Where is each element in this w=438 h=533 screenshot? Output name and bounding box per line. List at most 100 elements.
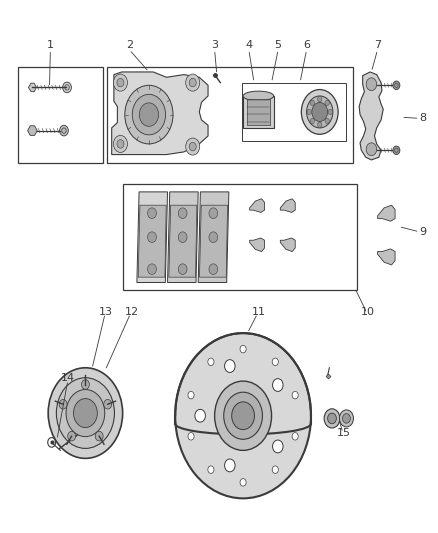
Circle shape — [188, 391, 194, 399]
Circle shape — [188, 433, 194, 440]
Circle shape — [240, 479, 246, 486]
Circle shape — [240, 345, 246, 353]
Circle shape — [301, 90, 338, 134]
Circle shape — [95, 431, 103, 441]
Circle shape — [339, 410, 353, 427]
Circle shape — [125, 85, 173, 144]
Circle shape — [148, 208, 156, 219]
Circle shape — [328, 413, 336, 424]
Circle shape — [312, 102, 328, 122]
Circle shape — [74, 399, 97, 427]
Circle shape — [48, 368, 123, 458]
Circle shape — [272, 440, 283, 453]
Circle shape — [178, 264, 187, 274]
Polygon shape — [28, 126, 37, 135]
Circle shape — [307, 109, 311, 115]
Circle shape — [68, 431, 76, 441]
Circle shape — [325, 118, 329, 124]
Circle shape — [139, 103, 159, 126]
Circle shape — [60, 125, 68, 136]
Text: 7: 7 — [374, 41, 381, 50]
Circle shape — [66, 390, 105, 437]
Polygon shape — [359, 72, 383, 160]
Text: 1: 1 — [47, 41, 54, 50]
Circle shape — [310, 100, 314, 106]
Bar — [243, 96, 274, 128]
Circle shape — [209, 232, 218, 243]
Circle shape — [366, 78, 377, 91]
Polygon shape — [250, 238, 265, 252]
Circle shape — [186, 138, 200, 155]
Ellipse shape — [243, 91, 274, 101]
Polygon shape — [169, 205, 197, 277]
Circle shape — [292, 391, 298, 399]
Polygon shape — [378, 205, 395, 221]
Circle shape — [178, 232, 187, 243]
Bar — [242, 83, 346, 141]
Circle shape — [175, 333, 311, 498]
Polygon shape — [250, 199, 265, 212]
Polygon shape — [280, 238, 295, 252]
Text: 6: 6 — [303, 41, 310, 50]
Circle shape — [324, 409, 340, 428]
Bar — [107, 67, 353, 163]
Circle shape — [59, 399, 67, 409]
Polygon shape — [28, 83, 36, 92]
Circle shape — [104, 399, 112, 409]
Circle shape — [224, 392, 262, 439]
Circle shape — [215, 381, 272, 450]
Text: 12: 12 — [124, 307, 138, 317]
Text: 10: 10 — [361, 307, 375, 317]
Circle shape — [113, 74, 127, 91]
Bar — [247, 99, 270, 125]
Circle shape — [393, 146, 400, 155]
Text: 14: 14 — [61, 374, 75, 383]
Text: 15: 15 — [337, 428, 351, 438]
Circle shape — [232, 402, 254, 430]
Circle shape — [63, 82, 71, 93]
Circle shape — [195, 409, 205, 422]
Circle shape — [117, 78, 124, 87]
Circle shape — [209, 208, 218, 219]
Polygon shape — [112, 72, 208, 155]
Text: 11: 11 — [251, 307, 265, 317]
Polygon shape — [200, 205, 228, 277]
Polygon shape — [137, 192, 167, 282]
Circle shape — [148, 264, 156, 274]
Circle shape — [209, 264, 218, 274]
Circle shape — [310, 118, 314, 124]
Circle shape — [328, 109, 332, 115]
Text: 13: 13 — [99, 307, 113, 317]
Polygon shape — [198, 192, 229, 282]
Circle shape — [318, 122, 322, 127]
Circle shape — [113, 135, 127, 152]
Polygon shape — [280, 199, 295, 212]
Circle shape — [272, 358, 278, 366]
Circle shape — [318, 96, 322, 102]
Circle shape — [132, 94, 166, 135]
Polygon shape — [167, 192, 198, 282]
Circle shape — [393, 81, 400, 90]
Circle shape — [225, 360, 235, 373]
Text: 8: 8 — [419, 114, 426, 123]
Circle shape — [148, 232, 156, 243]
Circle shape — [208, 358, 214, 366]
Polygon shape — [138, 205, 166, 277]
Text: 4: 4 — [245, 41, 252, 50]
Circle shape — [292, 433, 298, 440]
Bar — [18, 67, 103, 163]
Bar — [123, 184, 357, 290]
Text: 2: 2 — [126, 41, 133, 50]
Circle shape — [189, 78, 196, 87]
Circle shape — [208, 466, 214, 473]
Circle shape — [178, 208, 187, 219]
Circle shape — [189, 142, 196, 151]
Text: 9: 9 — [419, 227, 426, 237]
Circle shape — [57, 378, 114, 448]
Circle shape — [307, 96, 333, 128]
Circle shape — [117, 140, 124, 148]
Circle shape — [225, 459, 235, 472]
Circle shape — [81, 379, 89, 389]
Text: 3: 3 — [211, 41, 218, 50]
Circle shape — [366, 143, 377, 156]
